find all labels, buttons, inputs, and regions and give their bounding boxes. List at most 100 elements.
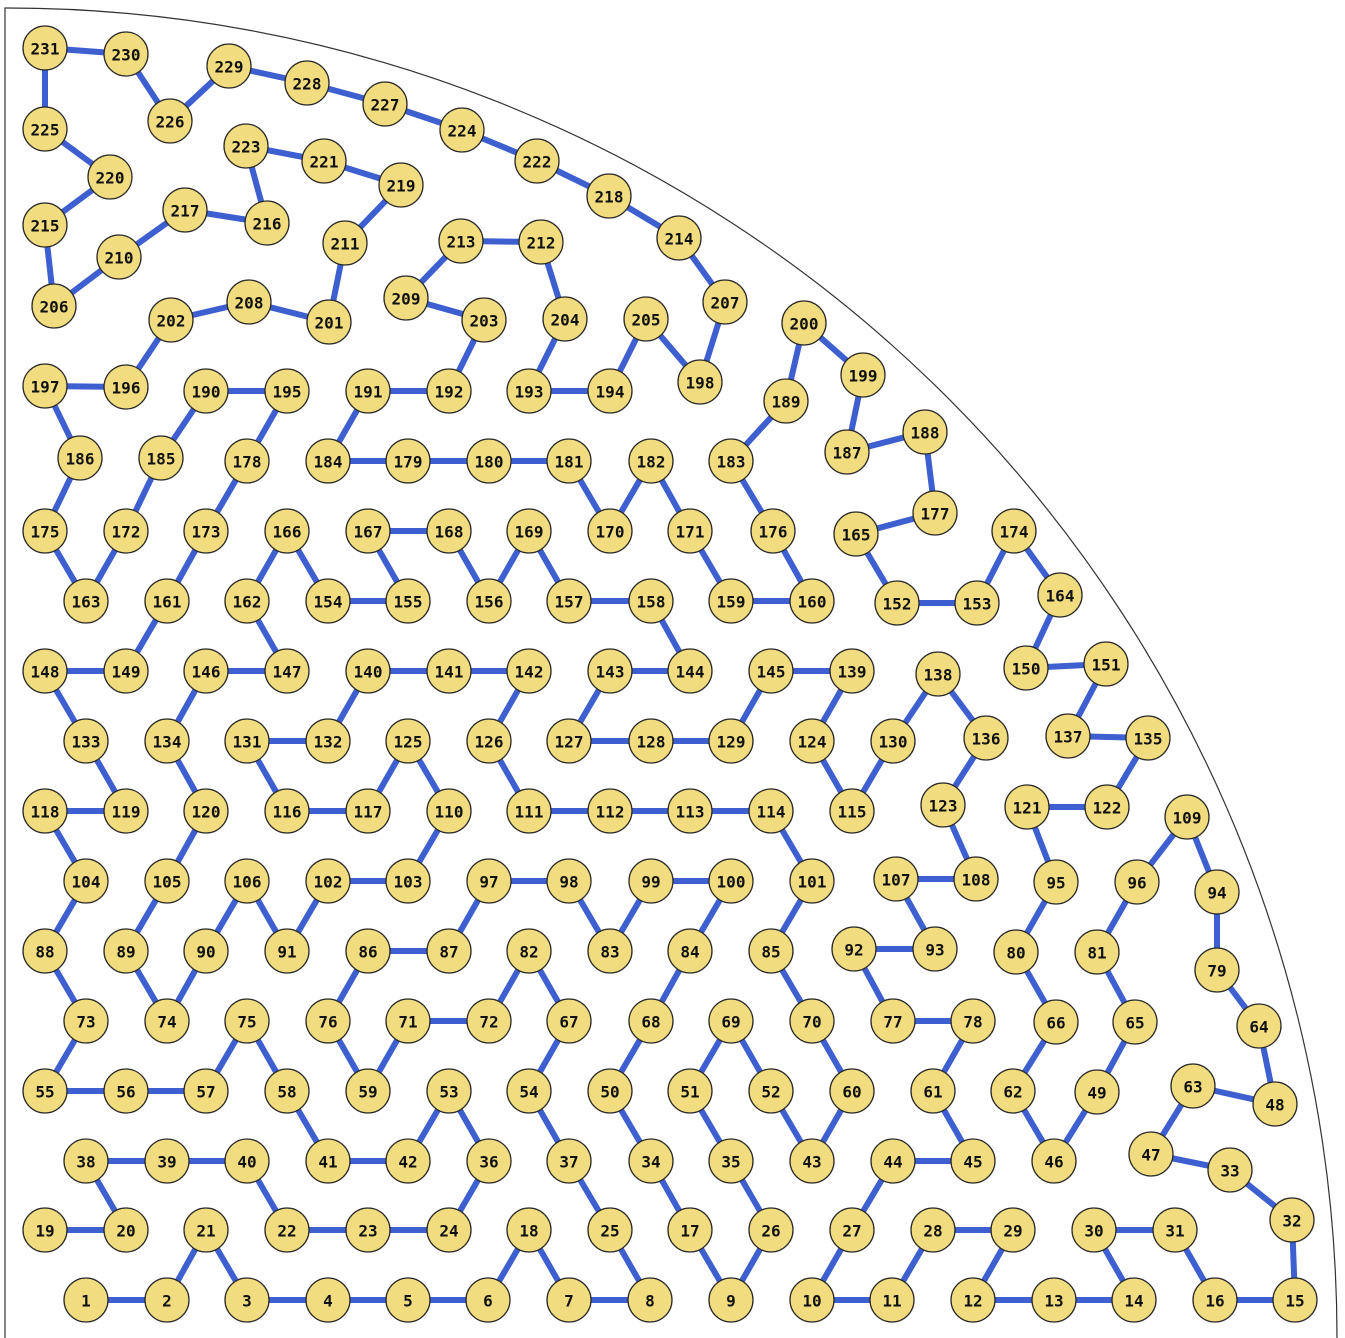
- node-circle: [840, 352, 886, 398]
- node-circle: [748, 1207, 794, 1253]
- node-152: 152: [874, 580, 920, 626]
- node-circle: [144, 1277, 190, 1323]
- node-67: 67: [546, 998, 592, 1044]
- node-115: 115: [829, 788, 875, 834]
- node-label: 166: [273, 523, 302, 542]
- node-circle: [1128, 1131, 1174, 1177]
- node-173: 173: [183, 508, 229, 554]
- node-207: 207: [702, 279, 748, 325]
- node-175: 175: [22, 508, 68, 554]
- node-171: 171: [667, 508, 713, 554]
- node-circle: [183, 368, 229, 414]
- node-label: 116: [273, 803, 302, 822]
- node-label: 153: [963, 595, 992, 614]
- node-label: 13: [1044, 1292, 1063, 1311]
- node-circle: [677, 359, 723, 405]
- node-label: 38: [76, 1153, 95, 1172]
- node-circle: [22, 25, 68, 71]
- node-75: 75: [224, 998, 270, 1044]
- node-circle: [1114, 859, 1160, 905]
- node-circle: [1269, 1197, 1315, 1243]
- node-label: 109: [1173, 809, 1202, 828]
- node-label: 6: [483, 1292, 493, 1311]
- node-circle: [22, 928, 68, 974]
- node-circle: [226, 279, 272, 325]
- node-225: 225: [22, 106, 68, 152]
- node-circle: [244, 200, 290, 246]
- node-label: 141: [435, 663, 464, 682]
- node-label: 184: [314, 453, 343, 472]
- node-167: 167: [345, 508, 391, 554]
- node-label: 122: [1093, 799, 1122, 818]
- node-circle: [831, 926, 877, 972]
- node-label: 51: [680, 1083, 699, 1102]
- node-circle: [1164, 794, 1210, 840]
- node-circle: [305, 438, 351, 484]
- node-circle: [1112, 999, 1158, 1045]
- node-circle: [910, 1207, 956, 1253]
- node-label: 186: [66, 450, 95, 469]
- node-223: 223: [223, 123, 269, 169]
- node-circle: [264, 508, 310, 554]
- node-circle: [1033, 999, 1079, 1045]
- node-186: 186: [57, 435, 103, 481]
- node-label: 86: [358, 943, 377, 962]
- node-label: 231: [31, 40, 60, 59]
- node-circle: [1170, 1063, 1216, 1109]
- node-218: 218: [586, 173, 632, 219]
- node-label: 132: [314, 733, 343, 752]
- node-219: 219: [378, 162, 424, 208]
- node-label: 117: [354, 803, 383, 822]
- node-146: 146: [183, 648, 229, 694]
- node-label: 225: [31, 121, 60, 140]
- node-132: 132: [305, 718, 351, 764]
- node-circle: [144, 858, 190, 904]
- quarter-circle-boundary: [4, 7, 1338, 1338]
- node-circle: [426, 1207, 472, 1253]
- node-circle: [506, 1207, 552, 1253]
- node-190: 190: [183, 368, 229, 414]
- node-19: 19: [22, 1207, 68, 1253]
- node-118: 118: [22, 788, 68, 834]
- node-circle: [103, 364, 149, 410]
- node-label: 49: [1087, 1084, 1106, 1103]
- node-28: 28: [910, 1207, 956, 1253]
- node-label: 111: [515, 803, 544, 822]
- node-label: 2: [162, 1292, 172, 1311]
- node-circle: [546, 578, 592, 624]
- node-label: 42: [398, 1153, 417, 1172]
- node-circle: [183, 788, 229, 834]
- node-circle: [587, 928, 633, 974]
- node-220: 220: [87, 154, 133, 200]
- node-circle: [322, 220, 368, 266]
- node-label: 193: [515, 383, 544, 402]
- node-circle: [1074, 1069, 1120, 1115]
- node-circle: [103, 1207, 149, 1253]
- node-78: 78: [950, 998, 996, 1044]
- node-126: 126: [466, 718, 512, 764]
- node-circle: [385, 438, 431, 484]
- node-label: 163: [72, 593, 101, 612]
- node-130: 130: [870, 718, 916, 764]
- node-circle: [57, 435, 103, 481]
- node-label: 113: [676, 803, 705, 822]
- node-circle: [103, 928, 149, 974]
- node-164: 164: [1037, 572, 1083, 618]
- node-107: 107: [873, 856, 919, 902]
- node-70: 70: [789, 998, 835, 1044]
- node-label: 89: [116, 943, 135, 962]
- node-label: 57: [196, 1083, 215, 1102]
- node-circle: [183, 648, 229, 694]
- node-label: 127: [555, 733, 584, 752]
- node-label: 124: [798, 733, 827, 752]
- node-label: 5: [403, 1292, 413, 1311]
- node-circle: [708, 718, 754, 764]
- node-124: 124: [789, 718, 835, 764]
- node-label: 146: [192, 663, 221, 682]
- node-135: 135: [1125, 715, 1171, 761]
- node-30: 30: [1071, 1207, 1117, 1253]
- node-circle: [224, 438, 270, 484]
- node-93: 93: [912, 926, 958, 972]
- node-circle: [950, 1138, 996, 1184]
- node-label: 55: [35, 1083, 54, 1102]
